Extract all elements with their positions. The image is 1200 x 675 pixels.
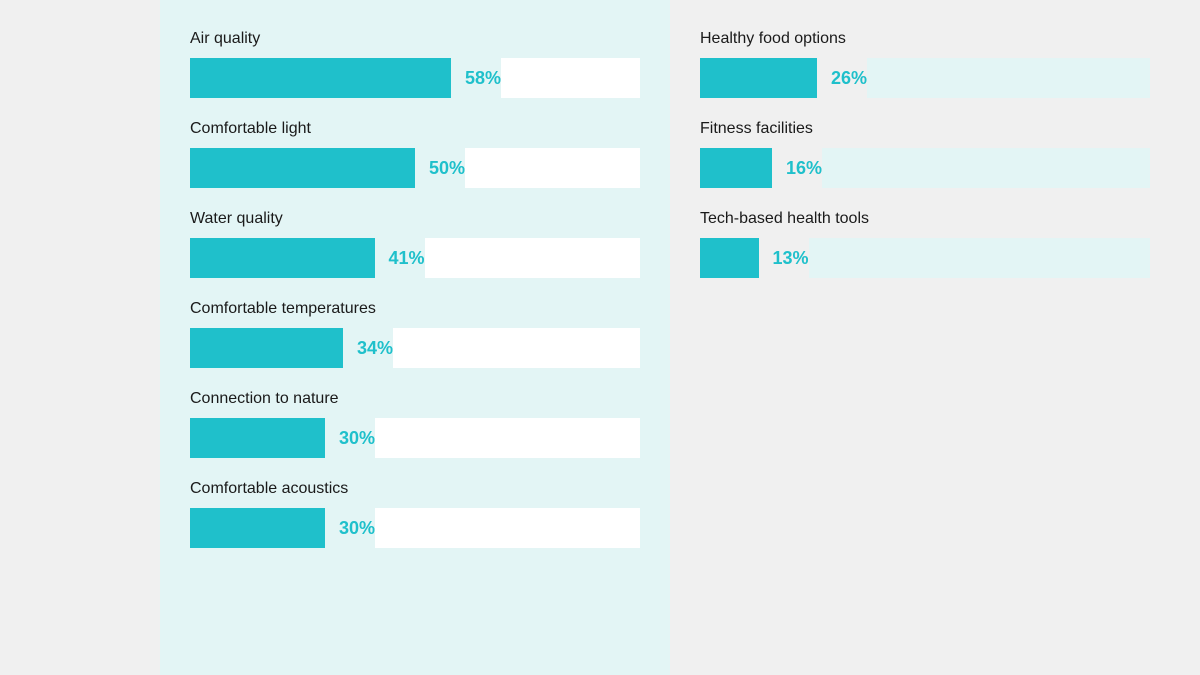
bar-track [822,148,1150,188]
bar-container: 26% [700,58,1150,98]
bar-fill [190,148,415,188]
bar-label: Water quality [190,210,640,228]
bar-label: Healthy food options [700,30,1150,48]
bar-fill [190,58,451,98]
bar-track [501,58,640,98]
bar-track [425,238,640,278]
bar-fill [700,238,759,278]
bar-value: 16% [786,158,822,179]
bar-container: 50% [190,148,640,188]
bar-track [393,328,640,368]
bar-container: 34% [190,328,640,368]
bar-value: 58% [465,68,501,89]
bar-label: Comfortable acoustics [190,480,640,498]
chart-column-right: Healthy food options 26% Fitness facilit… [700,0,1150,675]
bar-track [465,148,640,188]
bar-value: 34% [357,338,393,359]
bar-fill [190,328,343,368]
bar-label: Fitness facilities [700,120,1150,138]
bar-fill [700,58,817,98]
bar-track [809,238,1150,278]
bar-item: Comfortable light 50% [190,120,640,188]
bar-container: 58% [190,58,640,98]
bar-value: 26% [831,68,867,89]
bar-item: Tech-based health tools 13% [700,210,1150,278]
bar-item: Connection to nature 30% [190,390,640,458]
bar-track [375,508,640,548]
bar-label: Comfortable temperatures [190,300,640,318]
bar-label: Tech-based health tools [700,210,1150,228]
bar-item: Comfortable temperatures 34% [190,300,640,368]
bar-container: 41% [190,238,640,278]
bar-fill [190,508,325,548]
bar-container: 16% [700,148,1150,188]
bar-fill [700,148,772,188]
chart-column-left: Air quality 58% Comfortable light 50% Wa… [160,0,670,675]
bar-value: 13% [773,248,809,269]
bar-item: Water quality 41% [190,210,640,278]
bar-item: Air quality 58% [190,30,640,98]
bar-fill [190,418,325,458]
bar-container: 13% [700,238,1150,278]
bar-item: Comfortable acoustics 30% [190,480,640,548]
bar-container: 30% [190,508,640,548]
bar-track [867,58,1150,98]
bar-item: Healthy food options 26% [700,30,1150,98]
bar-fill [190,238,375,278]
bar-value: 41% [389,248,425,269]
bar-value: 50% [429,158,465,179]
bar-value: 30% [339,428,375,449]
bar-label: Comfortable light [190,120,640,138]
bar-track [375,418,640,458]
bar-label: Connection to nature [190,390,640,408]
bar-value: 30% [339,518,375,539]
bar-item: Fitness facilities 16% [700,120,1150,188]
bar-label: Air quality [190,30,640,48]
bar-container: 30% [190,418,640,458]
